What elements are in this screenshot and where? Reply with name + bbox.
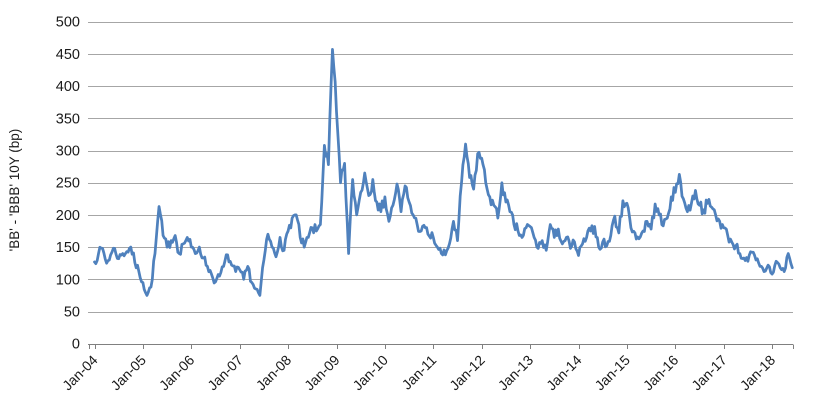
x-axis-tick-label-Jan-13: Jan-13: [495, 352, 537, 394]
y-axis-tick-label-250: 250: [56, 176, 80, 192]
y-axis-tick-label-400: 400: [56, 79, 80, 95]
y-axis-tick-label-200: 200: [56, 208, 80, 224]
x-axis-tick-label-Jan-04: Jan-04: [59, 352, 101, 394]
x-axis-tick-label-Jan-15: Jan-15: [591, 352, 633, 394]
spread-series-line: [93, 48, 794, 297]
x-axis-tick-label-Jan-12: Jan-12: [446, 352, 488, 394]
x-axis-tick-label-Jan-16: Jan-16: [640, 352, 682, 394]
x-axis-tick-label-Jan-17: Jan-17: [688, 352, 730, 394]
y-axis-title: 'BB' - 'BBB' 10Y (bp): [7, 129, 22, 252]
x-axis-tick-label-Jan-07: Jan-07: [204, 352, 246, 394]
y-axis-tick-label-150: 150: [56, 240, 80, 256]
x-axis-tick-label-Jan-11: Jan-11: [399, 352, 440, 393]
x-axis-tick-label-Jan-10: Jan-10: [349, 352, 391, 394]
y-axis-tick-label-500: 500: [56, 15, 80, 31]
y-axis-tick-label-450: 450: [56, 47, 80, 63]
y-axis-tick-label-0: 0: [72, 337, 80, 353]
x-axis-tick-label-Jan-05: Jan-05: [107, 352, 149, 394]
x-axis-tick-label-Jan-08: Jan-08: [253, 352, 295, 394]
x-axis-tick-label-Jan-06: Jan-06: [156, 352, 198, 394]
x-axis-tick-label-Jan-09: Jan-09: [301, 352, 343, 394]
y-axis-tick-label-100: 100: [56, 272, 80, 288]
x-axis-tick-label-Jan-18: Jan-18: [737, 352, 779, 394]
y-axis-tick-label-350: 350: [56, 111, 80, 127]
x-axis-tick-label-Jan-14: Jan-14: [543, 352, 585, 394]
y-axis-tick-label-50: 50: [64, 305, 80, 321]
y-axis-tick-label-300: 300: [56, 144, 80, 160]
